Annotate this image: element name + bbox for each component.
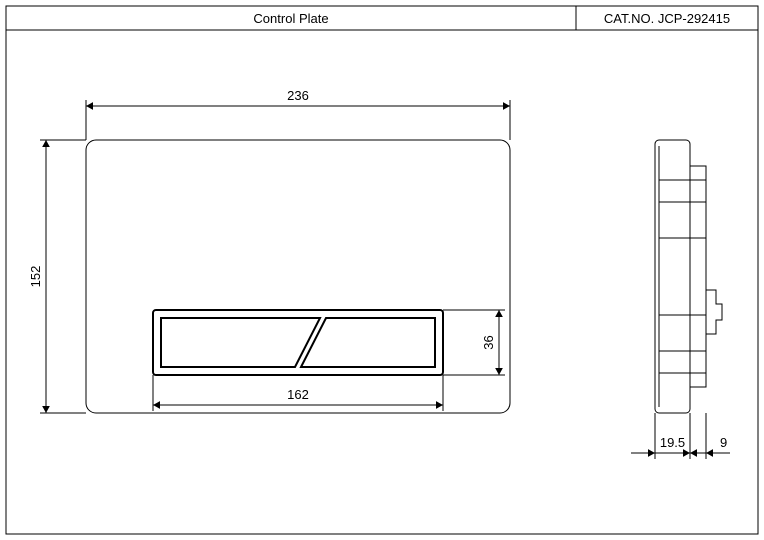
dim-depth-19-5: 19.5 [660,435,685,450]
button-left [161,318,320,367]
drawing-title: Control Plate [253,11,328,26]
side-latch [706,290,722,334]
dim-slot-height-36: 36 [481,335,496,349]
button-right [301,318,435,367]
side-plate [655,140,690,413]
dim-slot-width-162: 162 [287,387,309,402]
front-plate [86,140,510,413]
dim-height-152: 152 [28,266,43,288]
dim-depth-9: 9 [720,435,727,450]
dim-width-236: 236 [287,88,309,103]
catalog-number: CAT.NO. JCP-292415 [604,11,730,26]
button-slot-outer [153,310,443,375]
